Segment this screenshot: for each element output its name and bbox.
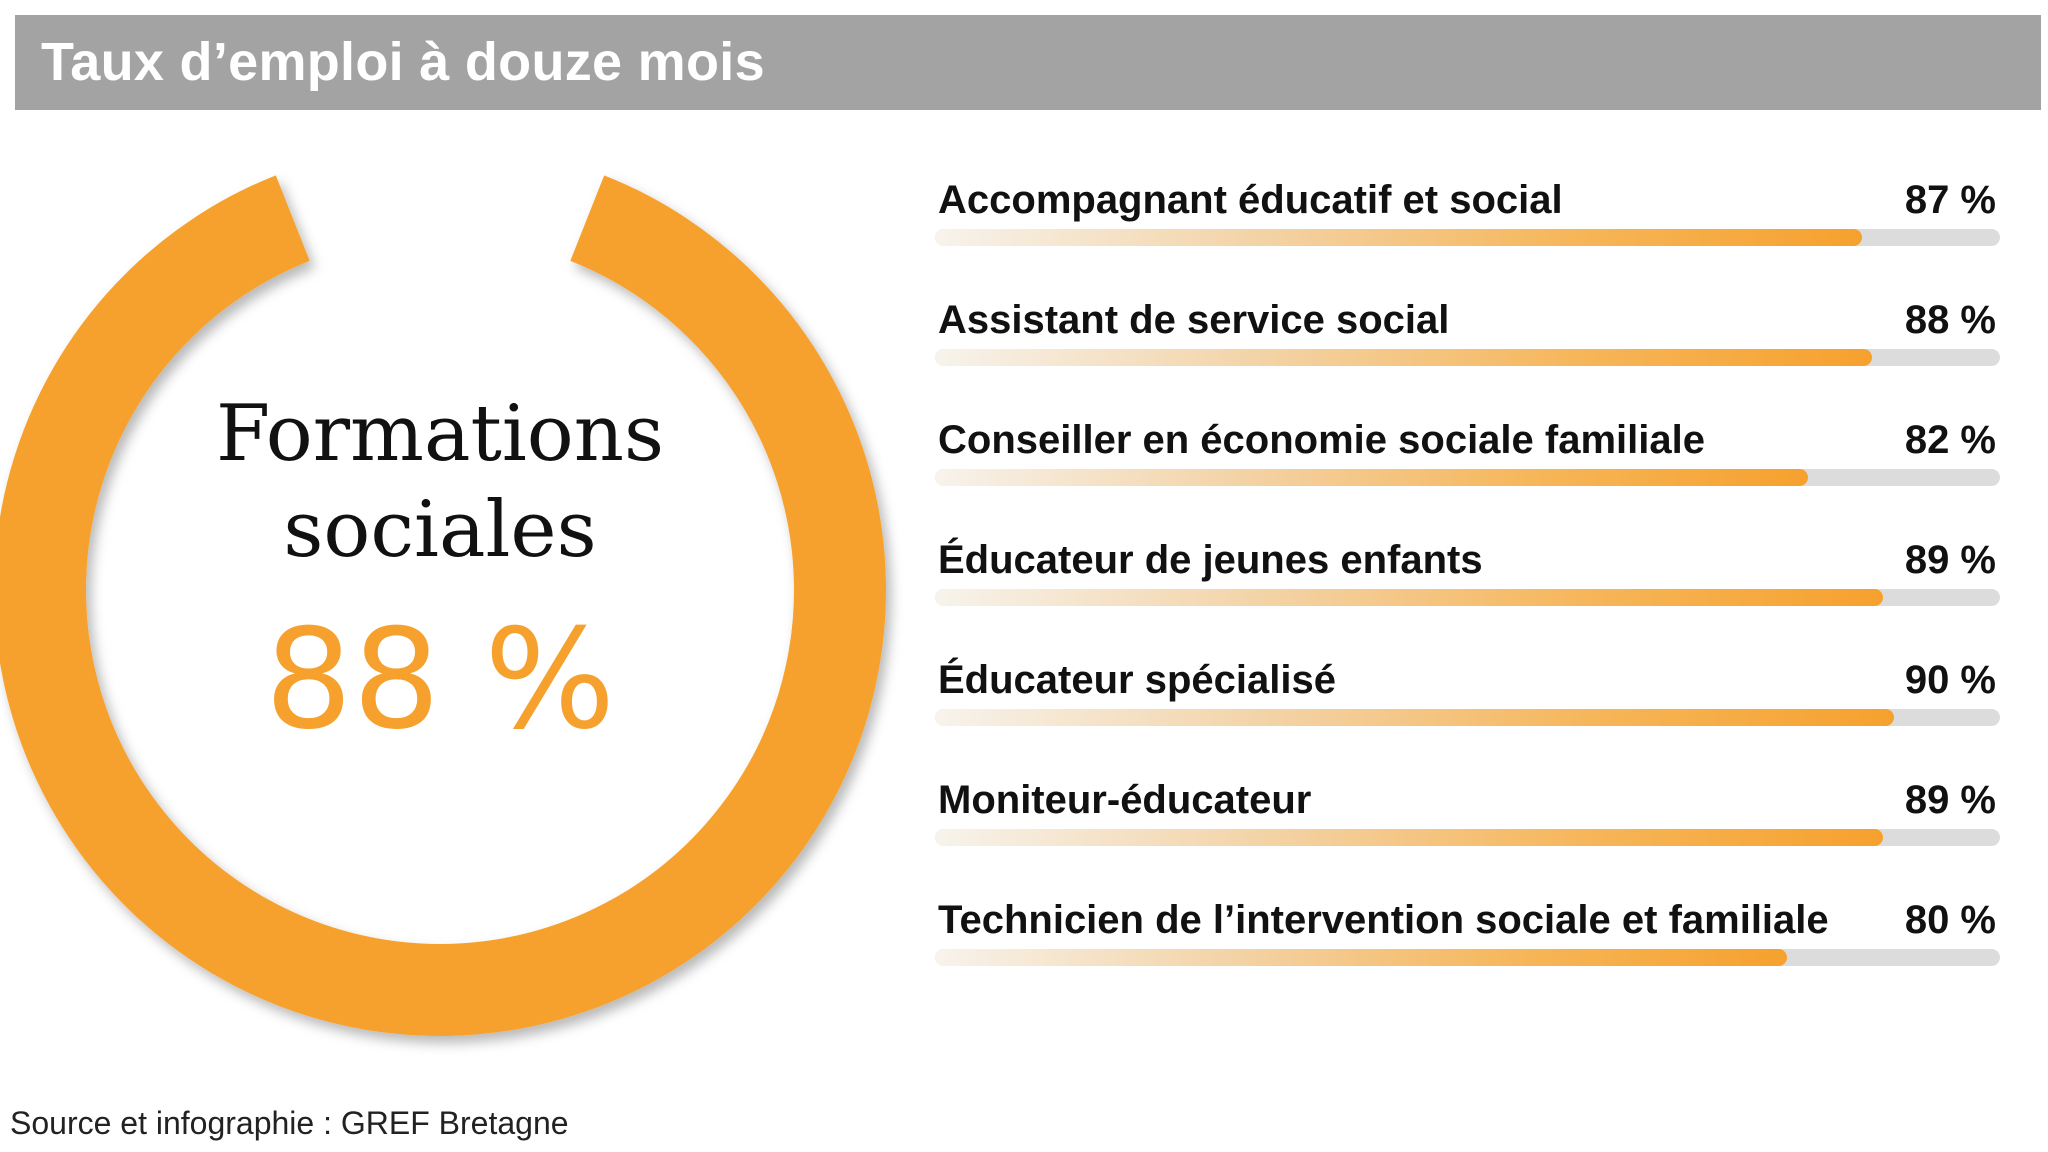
bar-category-label: Moniteur-éducateur <box>938 778 1312 822</box>
donut-label-line2: sociales <box>283 485 597 575</box>
bar-row: Accompagnant éducatif et social 87 % <box>935 175 2000 295</box>
bar-track <box>935 709 2000 726</box>
bar-row: Conseiller en économie sociale familiale… <box>935 415 2000 535</box>
bar-category-label: Éducateur de jeunes enfants <box>938 538 1483 582</box>
bar-row: Assistant de service social 88 % <box>935 295 2000 415</box>
bar-value-label: 82 % <box>1904 418 1996 462</box>
chart-title: Taux d’emploi à douze mois <box>41 32 765 92</box>
bar-value-label: 90 % <box>1904 658 1996 702</box>
donut-value-arc <box>0 175 886 1036</box>
bar-row: Technicien de l’intervention sociale et … <box>935 895 2000 1015</box>
bar-value-label: 89 % <box>1904 538 1996 582</box>
bar-category-label: Conseiller en économie sociale familiale <box>938 418 1705 462</box>
bar-category-label: Éducateur spécialisé <box>938 658 1336 702</box>
bar-category-label: Assistant de service social <box>938 298 1450 342</box>
donut-value: 88 % <box>264 599 616 760</box>
bar-value-label: 80 % <box>1904 898 1996 942</box>
bar-fill <box>935 709 1894 726</box>
bar-track <box>935 229 2000 246</box>
bar-fill <box>935 589 1883 606</box>
bar-list: Accompagnant éducatif et social 87 % Assis… <box>935 175 2000 1015</box>
bar-row: Moniteur-éducateur 89 % <box>935 775 2000 895</box>
bar-fill <box>935 349 1873 366</box>
bar-fill <box>935 949 1787 966</box>
bar-category-label: Accompagnant éducatif et social <box>938 178 1563 222</box>
bar-track <box>935 589 2000 606</box>
bar-value-label: 89 % <box>1904 778 1996 822</box>
bar-row: Éducateur spécialisé 90 % <box>935 655 2000 775</box>
bar-fill <box>935 469 1809 486</box>
bar-fill <box>935 829 1883 846</box>
donut-label-line1: Formations <box>215 389 665 479</box>
header-bar: Taux d’emploi à douze mois <box>15 15 2041 110</box>
bar-row: Éducateur de jeunes enfants 89 % <box>935 535 2000 655</box>
bar-track <box>935 949 2000 966</box>
bar-fill <box>935 229 1862 246</box>
bar-category-label: Technicien de l’intervention sociale et … <box>938 898 1829 942</box>
bar-track <box>935 829 2000 846</box>
source-note: Source et infographie : GREF Bretagne <box>10 1105 569 1141</box>
bar-value-label: 88 % <box>1904 298 1996 342</box>
donut-chart <box>0 175 886 1036</box>
bar-track <box>935 469 2000 486</box>
bar-track <box>935 349 2000 366</box>
bar-value-label: 87 % <box>1904 178 1996 222</box>
